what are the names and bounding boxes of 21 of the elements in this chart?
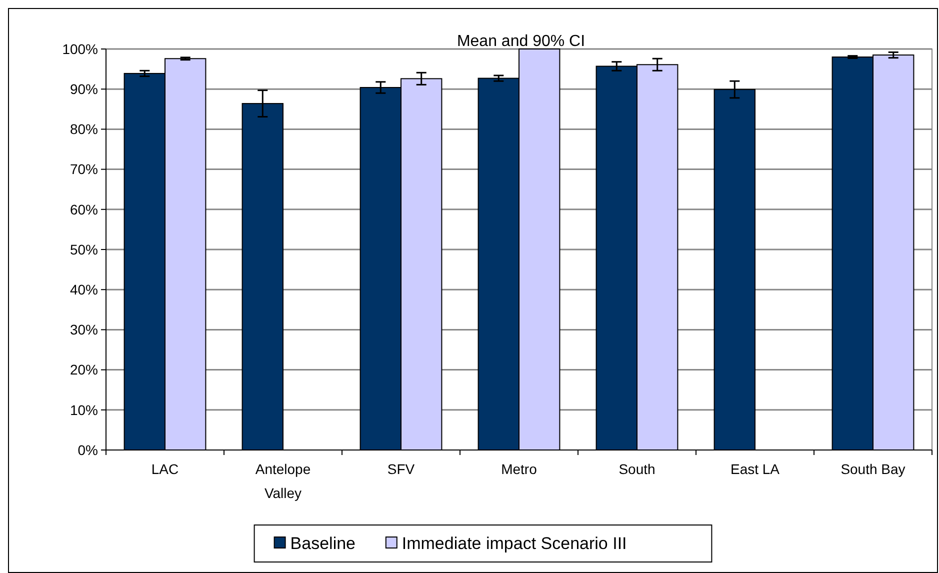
x-tick-label: South: [618, 461, 656, 477]
y-tick-label: 10%: [70, 402, 98, 418]
legend-label: Immediate impact Scenario III: [402, 534, 627, 553]
x-tick-label: East LA: [730, 461, 780, 477]
y-tick-label: 100%: [62, 40, 98, 57]
y-tick-label: 30%: [70, 322, 98, 338]
y-tick-label: 90%: [70, 81, 98, 97]
y-tick-label: 40%: [70, 282, 98, 298]
y-tick-label: 50%: [70, 241, 98, 258]
x-tick-label: Metro: [501, 461, 538, 477]
legend-label: Baseline: [290, 534, 356, 553]
x-tick-label: SFV: [387, 461, 416, 477]
chart-title: Mean and 90% CI: [456, 33, 586, 50]
y-tick-label: 0%: [78, 442, 98, 458]
x-tick-label: LAC: [151, 461, 179, 477]
y-tick-label: 70%: [70, 161, 98, 178]
y-tick-label: 80%: [70, 121, 98, 138]
x-tick-label: Antelope Valley: [255, 461, 311, 501]
y-tick-label: 20%: [70, 362, 98, 378]
x-tick-label: South Bay: [840, 461, 906, 477]
y-tick-label: 60%: [70, 201, 98, 218]
